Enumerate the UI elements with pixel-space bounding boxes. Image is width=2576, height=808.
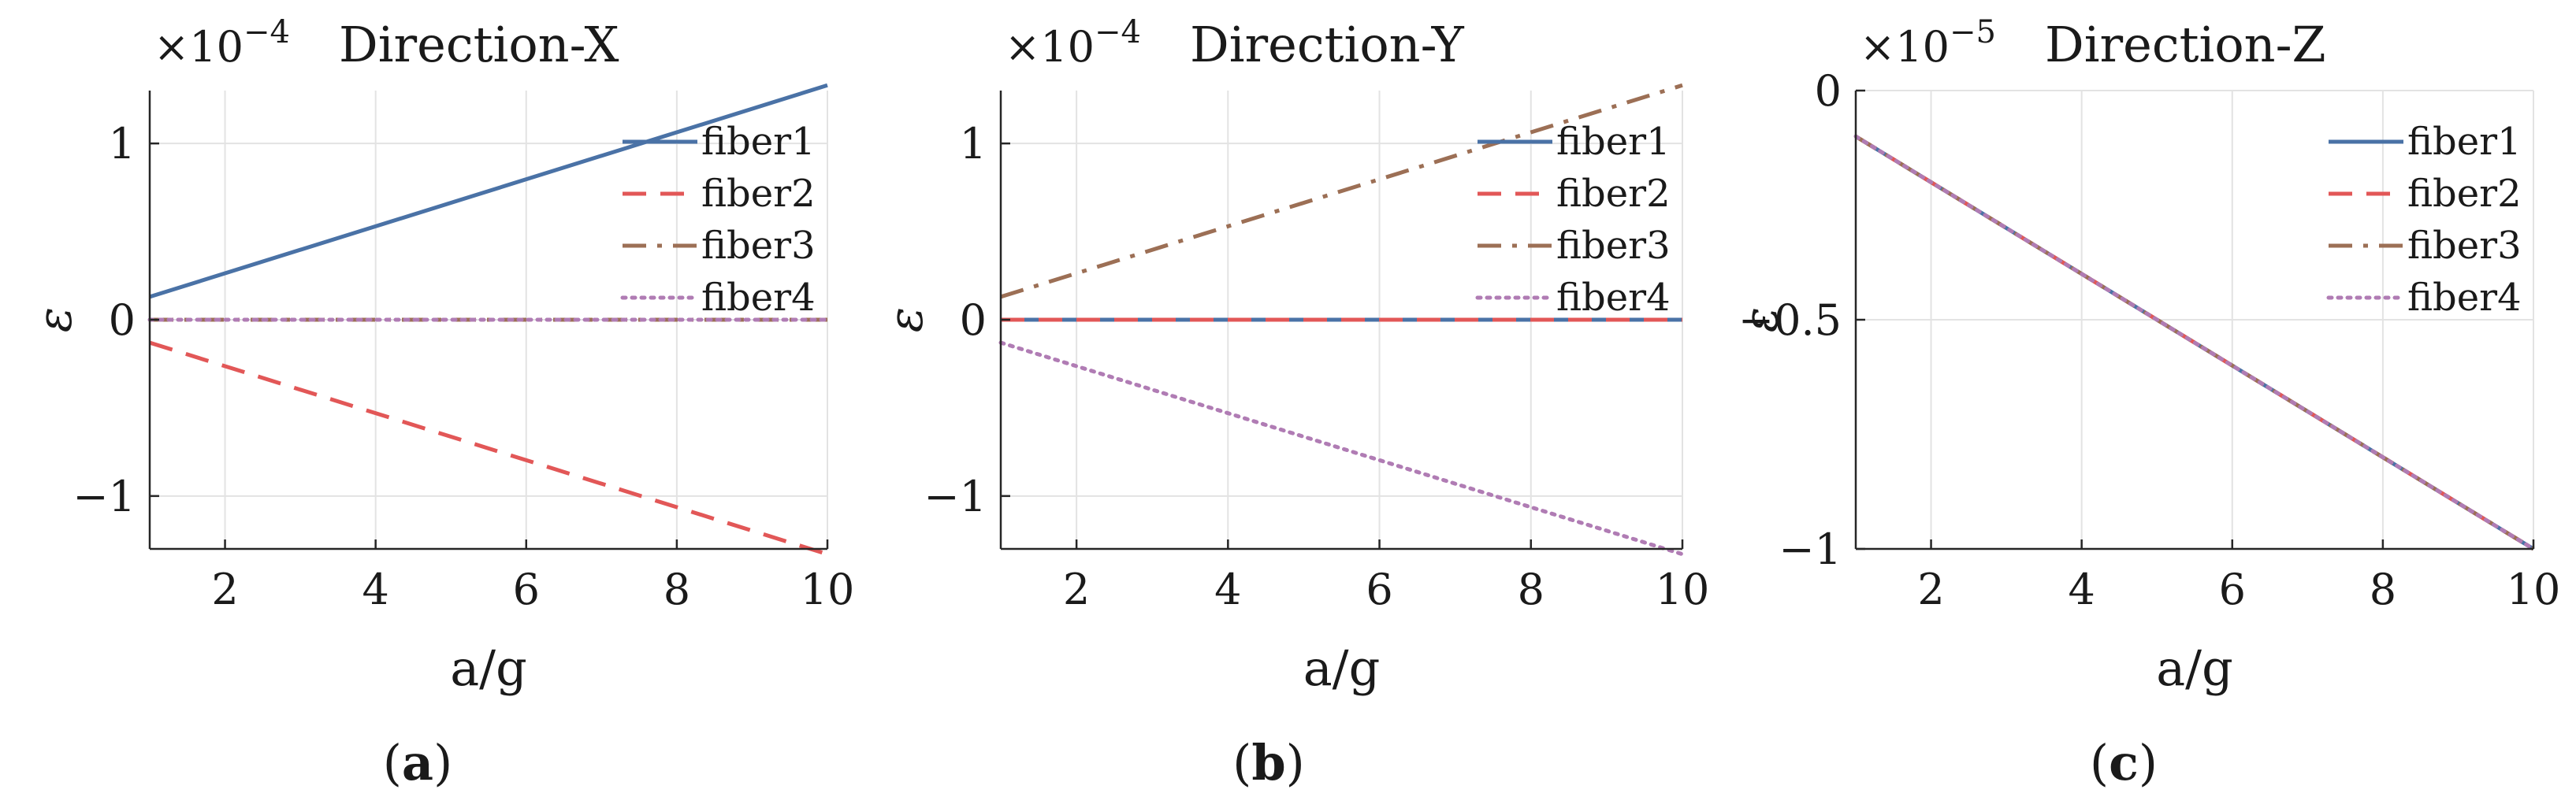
legend-label-fiber4: fiber4 [1556, 276, 1671, 320]
series-line-fiber3 [1000, 83, 1683, 299]
y-exponent-power: −4 [1095, 14, 1141, 50]
legend-label-fiber2: fiber2 [1556, 172, 1671, 216]
y-exponent-power: −4 [243, 14, 290, 50]
y-tick-label: 0 [960, 295, 987, 345]
chart-title: Direction-Z [2045, 16, 2326, 73]
x-tick-label: 2 [211, 565, 238, 614]
caption-open-paren: ( [2090, 734, 2109, 791]
legend-label-fiber1: fiber1 [1556, 120, 1671, 164]
series-line-fiber1 [149, 83, 828, 299]
legend-label-fiber4: fiber4 [2407, 276, 2522, 320]
caption-close-paren: ) [2139, 734, 2158, 791]
y-axis-label: ε [28, 307, 83, 332]
x-tick-label: 10 [1656, 565, 1710, 614]
caption-letter: c [2109, 734, 2139, 791]
legend-label-fiber3: fiber3 [1556, 224, 1671, 268]
series-line-fiber4 [1853, 134, 2536, 551]
caption-close-paren: ) [1286, 734, 1305, 791]
x-tick-label: 8 [2370, 565, 2396, 614]
y-tick-label: −0.5 [1738, 295, 1842, 345]
y-tick-label: 0 [109, 295, 136, 345]
x-tick-label: 2 [1917, 565, 1944, 614]
x-tick-label: 6 [2219, 565, 2246, 614]
caption-open-paren: ( [1232, 734, 1251, 791]
legend-label-fiber3: fiber3 [2407, 224, 2522, 268]
x-axis-label: a/g [1303, 639, 1381, 697]
caption-letter: b [1251, 734, 1285, 791]
x-tick-label: 6 [513, 565, 540, 614]
legend-label-fiber3: fiber3 [701, 224, 816, 268]
series-line-fiber2 [149, 340, 828, 557]
x-tick-label: 8 [664, 565, 690, 614]
panel-caption: (c) [2090, 734, 2158, 791]
y-tick-label: −1 [1779, 524, 1842, 574]
caption-letter: a [402, 734, 433, 791]
legend-label-fiber2: fiber2 [2407, 172, 2522, 216]
x-tick-label: 6 [1366, 565, 1392, 614]
y-axis-label: ε [879, 307, 934, 332]
y-exponent-base: ×10 [154, 22, 243, 72]
series-line-fiber4 [998, 340, 1685, 557]
panel-caption: (a) [383, 734, 453, 791]
x-tick-label: 10 [801, 565, 855, 614]
y-tick-label: −1 [924, 472, 987, 521]
chart-title: Direction-X [339, 16, 619, 73]
caption-close-paren: ) [433, 734, 452, 791]
legend-label-fiber1: fiber1 [701, 120, 816, 164]
y-exponent-label: ×10−4 [1005, 14, 1141, 72]
y-axis-label: ε [1734, 307, 1789, 332]
x-tick-label: 8 [1518, 565, 1544, 614]
chart-title: Direction-Y [1190, 16, 1465, 73]
caption-open-paren: ( [383, 734, 402, 791]
y-tick-label: 1 [109, 119, 136, 169]
y-exponent-base: ×10 [1005, 22, 1095, 72]
x-axis-label: a/g [2156, 639, 2233, 697]
y-tick-label: −1 [72, 472, 136, 521]
y-tick-label: 0 [1815, 66, 1842, 116]
x-axis-label: a/g [450, 639, 527, 697]
x-tick-label: 4 [362, 565, 388, 614]
legend-label-fiber2: fiber2 [701, 172, 816, 216]
legend-label-fiber4: fiber4 [701, 276, 816, 320]
y-exponent-base: ×10 [1860, 22, 1950, 72]
x-tick-label: 4 [1214, 565, 1241, 614]
x-tick-label: 4 [2068, 565, 2095, 614]
y-exponent-label: ×10−5 [1860, 14, 1996, 72]
x-tick-label: 10 [2507, 565, 2561, 614]
panel-caption: (b) [1232, 734, 1305, 791]
x-tick-label: 2 [1063, 565, 1090, 614]
y-exponent-label: ×10−4 [154, 14, 290, 72]
y-exponent-power: −5 [1950, 14, 1996, 50]
y-tick-label: 1 [960, 119, 987, 169]
legend-label-fiber1: fiber1 [2407, 120, 2522, 164]
